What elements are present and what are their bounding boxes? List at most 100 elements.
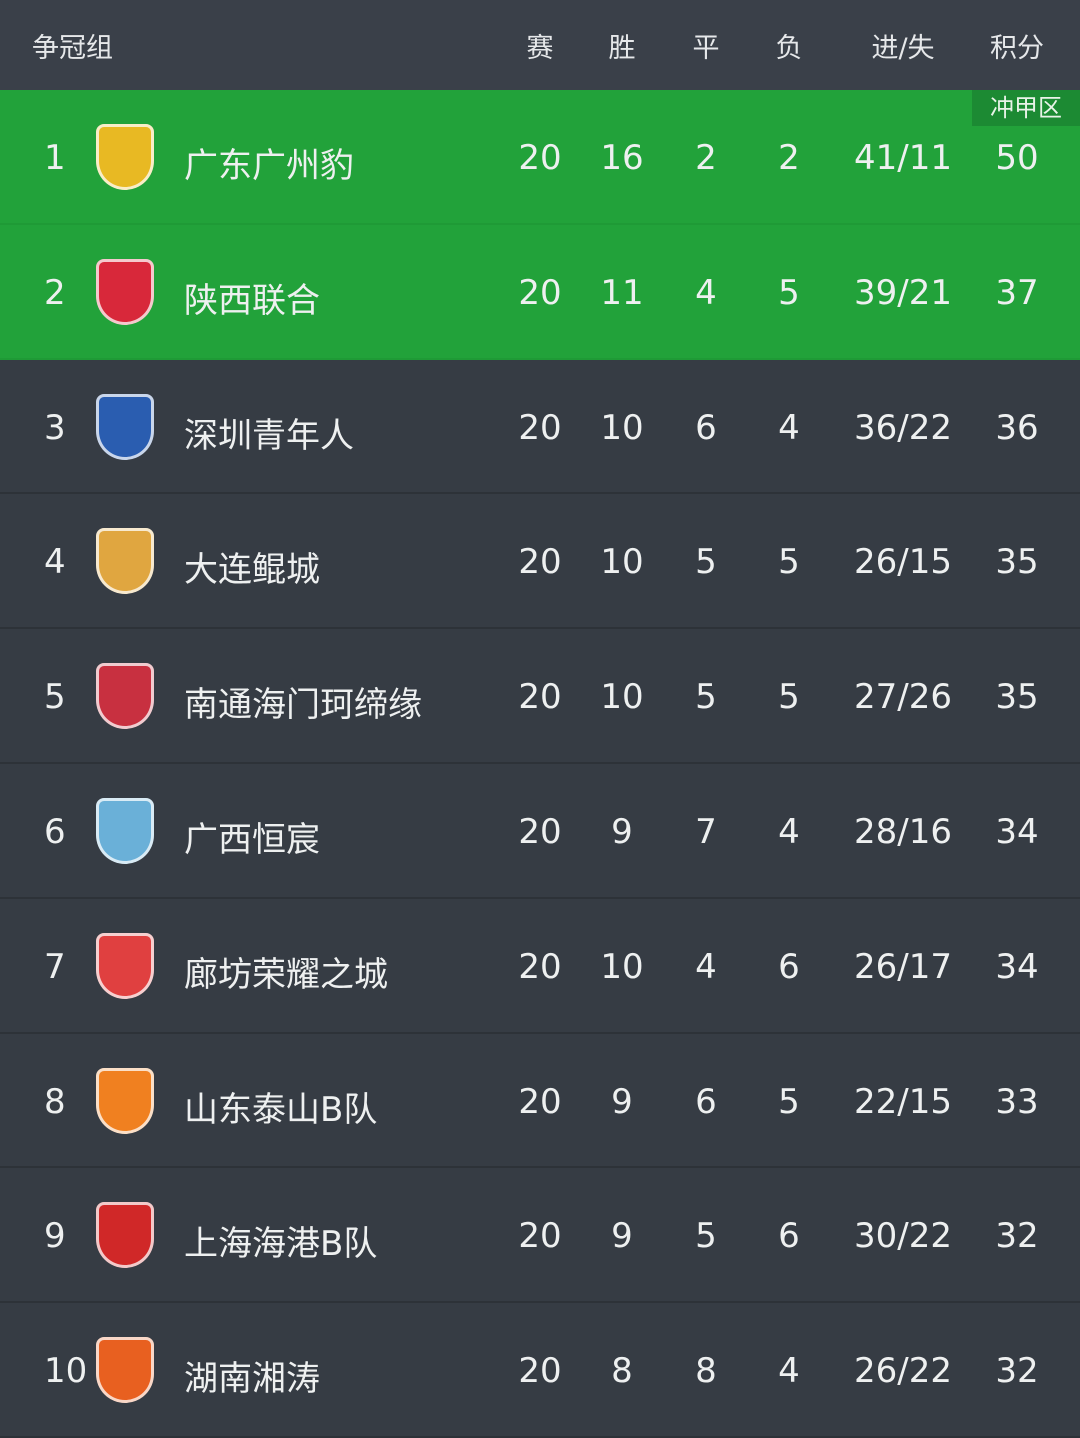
rank: 8 [44, 1081, 66, 1122]
team-logo-icon [96, 393, 154, 460]
team-logo-icon [96, 1337, 154, 1404]
team-logo-icon [96, 797, 154, 864]
team-name[interactable]: 大连鲲城 [184, 550, 320, 591]
lost-value: 6 [778, 1216, 800, 1257]
goals-value: 22/15 [854, 1081, 952, 1122]
points-value: 35 [995, 542, 1039, 583]
points-value: 36 [995, 407, 1039, 448]
team-logo-icon [96, 528, 154, 595]
standings-table: 冲甲区 1 广东广州豹 20 16 2 2 41/11 50 2 陕西联合 20 11 4 5 39/21 37… [0, 90, 1080, 1438]
drawn-value: 5 [695, 1216, 717, 1257]
lost-value: 4 [778, 1351, 800, 1392]
points-value: 34 [995, 811, 1039, 852]
drawn-value: 5 [695, 542, 717, 583]
drawn-value: 6 [695, 407, 717, 448]
won-value: 10 [600, 677, 644, 718]
team-name[interactable]: 陕西联合 [184, 280, 320, 321]
team-name[interactable]: 广东广州豹 [184, 146, 354, 186]
team-logo-icon [96, 124, 154, 190]
lost-value: 5 [778, 542, 800, 583]
points-value: 35 [995, 677, 1039, 718]
table-row[interactable]: 冲甲区 1 广东广州豹 20 16 2 2 41/11 50 [0, 90, 1080, 225]
lost-value: 6 [778, 946, 800, 987]
team-name[interactable]: 南通海门珂缔缘 [184, 685, 422, 726]
drawn-value: 6 [695, 1081, 717, 1122]
table-row[interactable]: 2 陕西联合 20 11 4 5 39/21 37 [0, 224, 1080, 360]
played-value: 20 [518, 1216, 562, 1257]
col-won: 胜 [608, 33, 636, 64]
drawn-value: 8 [695, 1351, 717, 1392]
lost-value: 5 [778, 1081, 800, 1122]
goals-value: 26/22 [854, 1351, 952, 1392]
lost-value: 5 [778, 272, 800, 313]
lost-value: 4 [778, 811, 800, 852]
rank: 7 [44, 946, 66, 987]
played-value: 20 [518, 272, 562, 313]
team-name[interactable]: 上海海港B队 [184, 1224, 378, 1265]
played-value: 20 [518, 1081, 562, 1122]
lost-value: 4 [778, 407, 800, 448]
rank: 10 [44, 1351, 88, 1392]
goals-value: 36/22 [854, 407, 952, 448]
team-name[interactable]: 广西恒宸 [184, 819, 320, 860]
team-name[interactable]: 湖南湘涛 [184, 1359, 320, 1400]
played-value: 20 [518, 946, 562, 987]
table-row[interactable]: 5 南通海门珂缔缘 20 10 5 5 27/26 35 [0, 629, 1080, 764]
rank: 6 [44, 811, 66, 852]
played-value: 20 [518, 811, 562, 852]
table-row[interactable]: 10 湖南湘涛 20 8 8 4 26/22 32 [0, 1303, 1080, 1438]
played-value: 20 [518, 407, 562, 448]
played-value: 20 [518, 677, 562, 718]
team-logo-icon [96, 1202, 154, 1269]
col-lost: 负 [775, 33, 803, 64]
rank: 3 [44, 407, 66, 448]
col-drawn: 平 [692, 33, 720, 64]
won-value: 11 [600, 272, 644, 313]
table-row[interactable]: 6 广西恒宸 20 9 7 4 28/16 34 [0, 764, 1080, 899]
points-value: 34 [995, 946, 1039, 987]
rank: 2 [44, 272, 66, 313]
team-name[interactable]: 廊坊荣耀之城 [184, 954, 388, 995]
table-row[interactable]: 9 上海海港B队 20 9 5 6 30/22 32 [0, 1168, 1080, 1304]
played-value: 20 [518, 1351, 562, 1392]
team-logo-icon [96, 932, 154, 999]
col-points: 积分 [990, 33, 1044, 64]
goals-value: 26/15 [854, 542, 952, 583]
goals-value: 28/16 [854, 811, 952, 852]
promotion-zone-badge: 冲甲区 [972, 90, 1080, 126]
goals-value: 27/26 [854, 677, 952, 718]
team-name[interactable]: 山东泰山B队 [184, 1089, 378, 1130]
group-title: 争冠组 [32, 33, 113, 64]
points-value: 33 [995, 1081, 1039, 1122]
points-value: 50 [995, 138, 1039, 178]
won-value: 9 [611, 811, 633, 852]
won-value: 10 [600, 542, 644, 583]
drawn-value: 5 [695, 677, 717, 718]
team-logo-icon [96, 663, 154, 730]
rank: 9 [44, 1216, 66, 1257]
table-row[interactable]: 4 大连鲲城 20 10 5 5 26/15 35 [0, 494, 1080, 630]
played-value: 20 [518, 542, 562, 583]
goals-value: 30/22 [854, 1216, 952, 1257]
rank: 1 [44, 138, 66, 178]
goals-value: 41/11 [854, 138, 952, 178]
table-row[interactable]: 7 廊坊荣耀之城 20 10 4 6 26/17 34 [0, 899, 1080, 1034]
drawn-value: 4 [695, 946, 717, 987]
goals-value: 26/17 [854, 946, 952, 987]
won-value: 9 [611, 1216, 633, 1257]
drawn-value: 7 [695, 811, 717, 852]
col-played: 赛 [526, 33, 554, 64]
lost-value: 2 [778, 138, 800, 178]
points-value: 32 [995, 1216, 1039, 1257]
team-name[interactable]: 深圳青年人 [184, 415, 354, 456]
col-goals: 进/失 [871, 33, 935, 64]
points-value: 32 [995, 1351, 1039, 1392]
won-value: 9 [611, 1081, 633, 1122]
table-row[interactable]: 8 山东泰山B队 20 9 6 5 22/15 33 [0, 1034, 1080, 1169]
table-header: 争冠组 赛 胜 平 负 进/失 积分 [0, 0, 1080, 90]
rank: 5 [44, 677, 66, 718]
table-row[interactable]: 3 深圳青年人 20 10 6 4 36/22 36 [0, 360, 1080, 495]
won-value: 10 [600, 946, 644, 987]
drawn-value: 4 [695, 272, 717, 313]
won-value: 10 [600, 407, 644, 448]
